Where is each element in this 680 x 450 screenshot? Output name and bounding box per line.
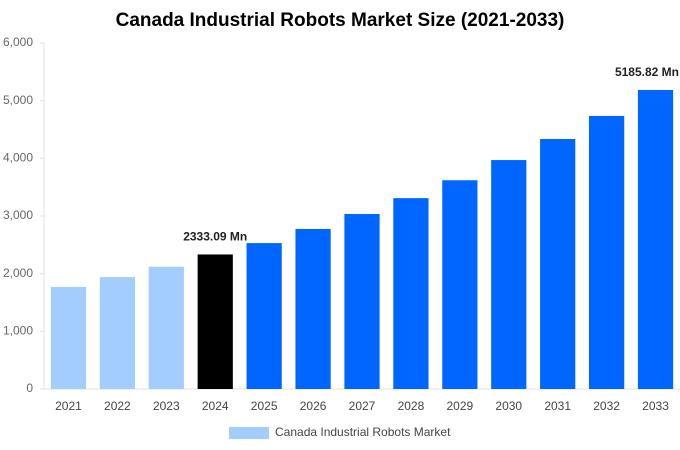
x-tick-label: 2032 bbox=[593, 399, 620, 413]
x-tick-label: 2025 bbox=[251, 399, 278, 413]
bar bbox=[442, 180, 478, 389]
bar bbox=[491, 160, 527, 389]
y-tick-label: 5,000 bbox=[3, 93, 33, 107]
data-label: 5185.82 Mn bbox=[615, 65, 679, 79]
x-tick-label: 2033 bbox=[642, 399, 669, 413]
x-tick-label: 2030 bbox=[495, 399, 522, 413]
x-tick-label: 2031 bbox=[544, 399, 571, 413]
bar bbox=[50, 286, 87, 389]
bar bbox=[393, 198, 429, 389]
bar bbox=[197, 254, 233, 389]
bar bbox=[99, 277, 135, 389]
y-tick-label: 3,000 bbox=[3, 208, 33, 222]
legend-swatch bbox=[229, 427, 269, 439]
x-tick-label: 2027 bbox=[349, 399, 376, 413]
bar bbox=[540, 139, 576, 389]
y-tick-label: 4,000 bbox=[3, 151, 33, 165]
bar bbox=[148, 266, 184, 389]
bar bbox=[246, 243, 282, 389]
x-tick-label: 2026 bbox=[300, 399, 327, 413]
y-tick-label: 6,000 bbox=[3, 35, 33, 49]
x-tick-label: 2021 bbox=[55, 399, 82, 413]
x-tick-label: 2028 bbox=[398, 399, 425, 413]
chart-title: Canada Industrial Robots Market Size (20… bbox=[116, 10, 565, 31]
y-tick-label: 1,000 bbox=[3, 324, 33, 338]
bar bbox=[344, 213, 380, 389]
y-tick-label: 2,000 bbox=[3, 266, 33, 280]
x-tick-label: 2022 bbox=[104, 399, 131, 413]
x-tick-label: 2029 bbox=[446, 399, 473, 413]
bar bbox=[637, 89, 674, 389]
bar bbox=[295, 228, 331, 389]
x-tick-label: 2023 bbox=[153, 399, 180, 413]
y-tick-label: 0 bbox=[26, 381, 33, 395]
legend-label: Canada Industrial Robots Market bbox=[275, 425, 451, 439]
bar bbox=[589, 115, 625, 389]
data-label: 2333.09 Mn bbox=[183, 230, 247, 244]
x-tick-label: 2024 bbox=[202, 399, 229, 413]
